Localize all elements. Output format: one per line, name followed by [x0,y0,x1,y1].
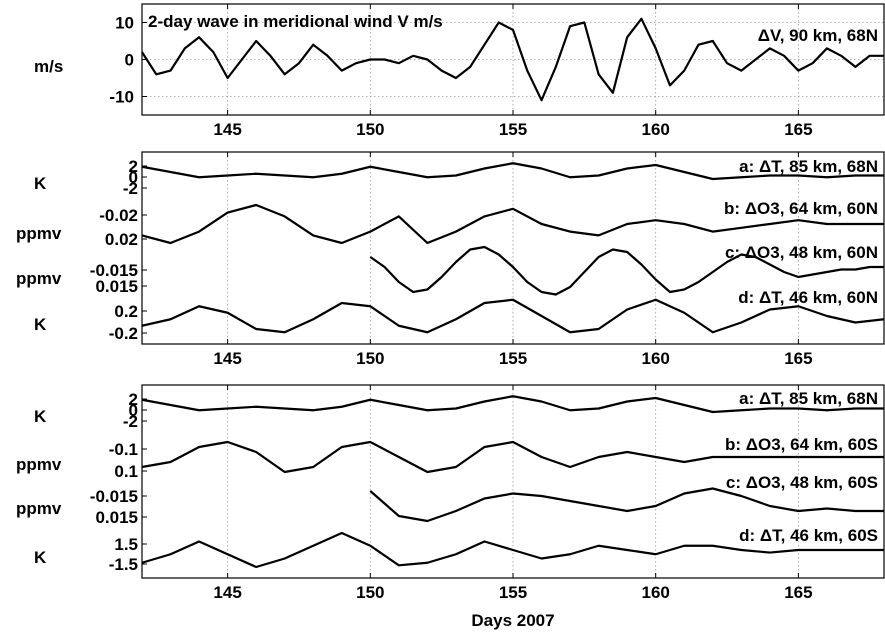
south-panel-ytick-label: 0.015 [95,508,138,527]
south-panel-ytick-label: 1.5 [114,535,138,554]
north-panel-series-line [141,203,884,245]
wind-panel-xtick-label: 150 [356,120,384,139]
north-panel-series-label: b: ΔO3, 64 km, 60N [724,199,878,218]
south-panel-unit-label: ppmv [16,455,62,474]
north-panel-ytick-label: -0.2 [109,324,138,343]
north-panel-ytick-label: 0.015 [95,277,138,296]
north-panel-xtick-label: 160 [642,349,670,368]
north-panel-xtick-label: 150 [356,349,384,368]
wind-panel-xtick-label: 155 [499,120,527,139]
wind-ylabel: m/s [34,57,63,76]
north-panel-series-label: a: ΔT, 85 km, 68N [739,157,878,176]
north-panel-ytick-label: -2 [123,179,138,198]
north-panel-unit-label: K [34,174,47,193]
south-panel-ytick-label: 2 [129,390,138,409]
south-panel-unit-label: K [34,548,47,567]
wind-panel-xtick-label: 165 [784,120,812,139]
panel-wind: 145 150 155 160 165 10 0 -10 2-day wave in merid… [34,3,885,139]
north-panel-ytick-label: 0 [129,168,138,187]
panel-north: 145 150 155 160 165 a: ΔT, 85 km, 68N K 20-2 b: … [16,151,885,368]
north-panel-xtick-label: 145 [213,349,241,368]
south-panel-series-label: d: ΔT, 46 km, 60S [739,526,878,545]
wind-series-line [141,17,884,102]
south-panel-series-line [369,487,884,523]
wind-ytick-label: -10 [109,88,134,107]
south-panel-ytick-label: 0 [129,401,138,420]
south-panel-ytick-label: 0.1 [114,462,138,481]
north-panel-xtick-label: 155 [499,349,527,368]
north-panel-series-line [141,162,884,181]
north-panel-ytick-label: -0.02 [99,206,138,225]
south-panel-ytick-label: -2 [123,412,138,431]
x-axis-label: Days 2007 [471,611,554,630]
south-panel-series-line [141,395,884,414]
north-panel-series-label: c: ΔO3, 48 km, 60N [725,243,878,262]
south-panel-ytick-label: -0.1 [109,440,138,459]
north-panel-unit-label: K [34,315,47,334]
panel-south: 145 150 155 160 165 a: ΔT, 85 km, 68N K 20-2 b: … [16,384,885,630]
south-panel-series-label: b: ΔO3, 64 km, 60S [725,435,878,454]
south-panel-series-label: c: ΔO3, 48 km, 60S [726,473,878,492]
north-panel-ytick-label: 0.2 [114,302,138,321]
south-panel-series-label: a: ΔT, 85 km, 68N [739,389,878,408]
south-panel-xtick-label: 145 [213,583,241,602]
north-panel-series-line [141,298,885,334]
wind-series-label: ΔV, 90 km, 68N [758,26,878,45]
south-panel-xtick-label: 165 [784,583,812,602]
chart-title: 2-day wave in meridional wind V m/s [148,12,443,31]
south-panel-ytick-label: -0.015 [90,487,138,506]
north-panel-unit-label: ppmv [16,269,62,288]
south-panel-xtick-label: 150 [356,583,384,602]
south-panel-series-line [141,440,884,474]
south-panel-unit-label: K [34,407,47,426]
south-panel-ytick-label: -1.5 [109,555,138,574]
north-panel-series-label: d: ΔT, 46 km, 60N [738,288,878,307]
north-panel-ytick-label: -0.015 [90,261,138,280]
south-panel-xtick-label: 160 [642,583,670,602]
south-panel-unit-label: ppmv [16,499,62,518]
north-panel-xtick-label: 165 [784,349,812,368]
north-panel-ytick-label: 2 [129,157,138,176]
north-panel-series-line [369,245,884,296]
wind-panel-xtick-label: 145 [213,120,241,139]
north-panel-unit-label: ppmv [16,224,62,243]
wind-ytick-label: 10 [115,14,134,33]
wind-ytick-label: 0 [125,51,134,70]
south-panel-series-line [141,531,884,569]
south-panel-xtick-label: 155 [499,583,527,602]
north-panel-ytick-label: 0.02 [105,230,138,249]
wind-panel-xtick-label: 160 [642,120,670,139]
